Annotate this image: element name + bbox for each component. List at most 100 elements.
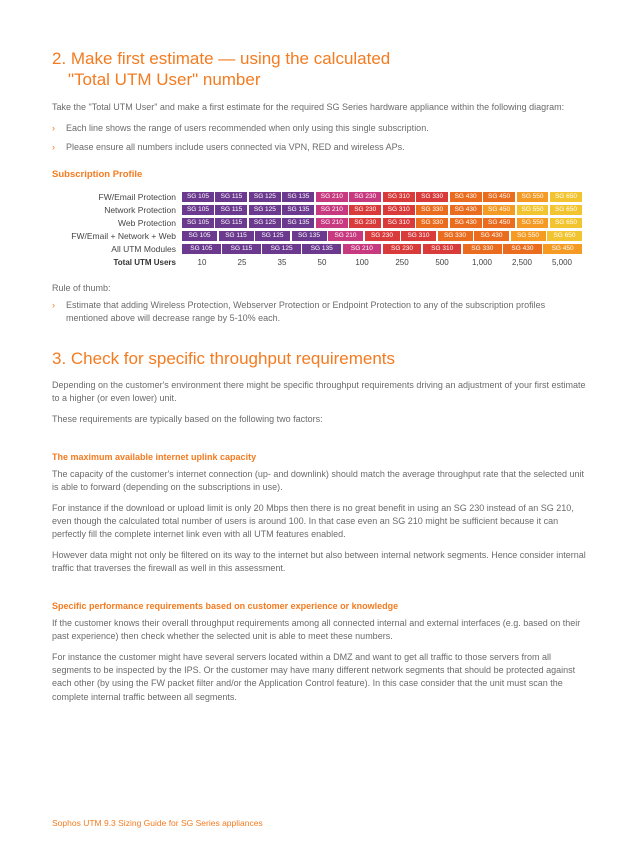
chip-group: SG 105SG 115SG 125SG 135SG 210SG 230SG 3…	[182, 192, 582, 202]
sub1-p2: For instance if the download or upload l…	[52, 502, 588, 541]
chip-group: SG 105SG 115SG 125SG 135SG 210SG 230SG 3…	[182, 244, 582, 254]
sub2-p1: If the customer knows their overall thro…	[52, 617, 588, 643]
chip: SG 230	[349, 192, 381, 202]
chip: SG 210	[328, 231, 363, 241]
section2-bullets: Each line shows the range of users recom…	[52, 122, 588, 155]
chip: SG 105	[182, 231, 217, 241]
footer-text: Sophos UTM 9.3 Sizing Guide for SG Serie…	[52, 818, 263, 828]
section3-heading: 3. Check for specific throughput require…	[52, 348, 588, 369]
chip: SG 210	[343, 244, 382, 254]
chip: SG 210	[316, 218, 348, 228]
chip: SG 310	[383, 218, 415, 228]
chip: SG 105	[182, 244, 221, 254]
chip: SG 135	[282, 218, 314, 228]
chip: SG 125	[249, 192, 281, 202]
chip: SG 430	[474, 231, 509, 241]
chip: SG 450	[483, 192, 515, 202]
section2-heading: 2. Make first estimate — using the calcu…	[52, 48, 588, 91]
chart-row-label: FW/Email + Network + Web	[52, 231, 182, 241]
chip: SG 430	[450, 192, 482, 202]
subscription-chart: FW/Email ProtectionSG 105SG 115SG 125SG …	[52, 192, 588, 267]
chip: SG 115	[215, 218, 247, 228]
rule-of-thumb-label: Rule of thumb:	[52, 283, 588, 293]
tick: 35	[262, 258, 302, 267]
chip: SG 310	[401, 231, 436, 241]
chip: SG 650	[550, 192, 582, 202]
rule-bullets: Estimate that adding Wireless Protection…	[52, 299, 588, 326]
chip: SG 105	[182, 205, 214, 215]
chart-row: All UTM ModulesSG 105SG 115SG 125SG 135S…	[52, 244, 588, 254]
chip: SG 135	[292, 231, 327, 241]
chart-row: Network ProtectionSG 105SG 115SG 125SG 1…	[52, 205, 588, 215]
axis-row: Total UTM Users102535501002505001,0002,5…	[52, 258, 588, 267]
tick: 250	[382, 258, 422, 267]
chip: SG 115	[215, 205, 247, 215]
section3-intro2: These requirements are typically based o…	[52, 413, 588, 426]
chip: SG 125	[249, 218, 281, 228]
chip: SG 125	[255, 231, 290, 241]
chip: SG 450	[543, 244, 582, 254]
chip: SG 310	[383, 205, 415, 215]
chip: SG 330	[463, 244, 502, 254]
chip: SG 430	[503, 244, 542, 254]
chip: SG 650	[550, 205, 582, 215]
chip: SG 125	[249, 205, 281, 215]
bullet-item: Estimate that adding Wireless Protection…	[52, 299, 588, 326]
tick: 5,000	[542, 258, 582, 267]
chip: SG 550	[517, 205, 549, 215]
chip: SG 450	[483, 218, 515, 228]
bullet-item: Each line shows the range of users recom…	[52, 122, 588, 136]
chart-row-label: Web Protection	[52, 218, 182, 228]
chart-row: Web ProtectionSG 105SG 115SG 125SG 135SG…	[52, 218, 588, 228]
chip: SG 135	[282, 205, 314, 215]
chip-group: SG 105SG 115SG 125SG 135SG 210SG 230SG 3…	[182, 218, 582, 228]
chip: SG 115	[222, 244, 261, 254]
tick: 1,000	[462, 258, 502, 267]
chip-group: SG 105SG 115SG 125SG 135SG 210SG 230SG 3…	[182, 205, 582, 215]
chip: SG 310	[383, 192, 415, 202]
tick: 2,500	[502, 258, 542, 267]
chart-row: FW/Email + Network + WebSG 105SG 115SG 1…	[52, 231, 588, 241]
chip: SG 105	[182, 218, 214, 228]
tick: 50	[302, 258, 342, 267]
tick: 25	[222, 258, 262, 267]
chip: SG 330	[438, 231, 473, 241]
sub1-heading: The maximum available internet uplink ca…	[52, 452, 588, 462]
chip: SG 230	[383, 244, 422, 254]
tick: 10	[182, 258, 222, 267]
section2-intro: Take the "Total UTM User" and make a fir…	[52, 101, 588, 114]
chip: SG 550	[517, 218, 549, 228]
tick: 500	[422, 258, 462, 267]
chip: SG 135	[282, 192, 314, 202]
chip: SG 650	[547, 231, 582, 241]
chip: SG 430	[450, 205, 482, 215]
chip: SG 550	[517, 192, 549, 202]
chip: SG 230	[349, 205, 381, 215]
chip: SG 125	[262, 244, 301, 254]
chart-row-label: All UTM Modules	[52, 244, 182, 254]
axis-label: Total UTM Users	[52, 258, 182, 267]
sub2-p2: For instance the customer might have sev…	[52, 651, 588, 703]
chart-row: FW/Email ProtectionSG 105SG 115SG 125SG …	[52, 192, 588, 202]
chart-row-label: Network Protection	[52, 205, 182, 215]
heading-line2: "Total UTM User" number	[52, 69, 588, 90]
chip: SG 330	[416, 205, 448, 215]
chip: SG 310	[423, 244, 462, 254]
chip: SG 330	[416, 218, 448, 228]
chip: SG 135	[302, 244, 341, 254]
chart-row-label: FW/Email Protection	[52, 192, 182, 202]
subscription-profile-label: Subscription Profile	[52, 169, 588, 180]
section3-intro1: Depending on the customer's environment …	[52, 379, 588, 405]
chip: SG 650	[550, 218, 582, 228]
sub1-p3: However data might not only be filtered …	[52, 549, 588, 575]
chip: SG 550	[511, 231, 546, 241]
chip: SG 430	[450, 218, 482, 228]
chip: SG 230	[365, 231, 400, 241]
chip: SG 450	[483, 205, 515, 215]
sub1-p1: The capacity of the customer's internet …	[52, 468, 588, 494]
bullet-item: Please ensure all numbers include users …	[52, 141, 588, 155]
chip: SG 210	[316, 192, 348, 202]
tick: 100	[342, 258, 382, 267]
chip: SG 230	[349, 218, 381, 228]
chip: SG 210	[316, 205, 348, 215]
